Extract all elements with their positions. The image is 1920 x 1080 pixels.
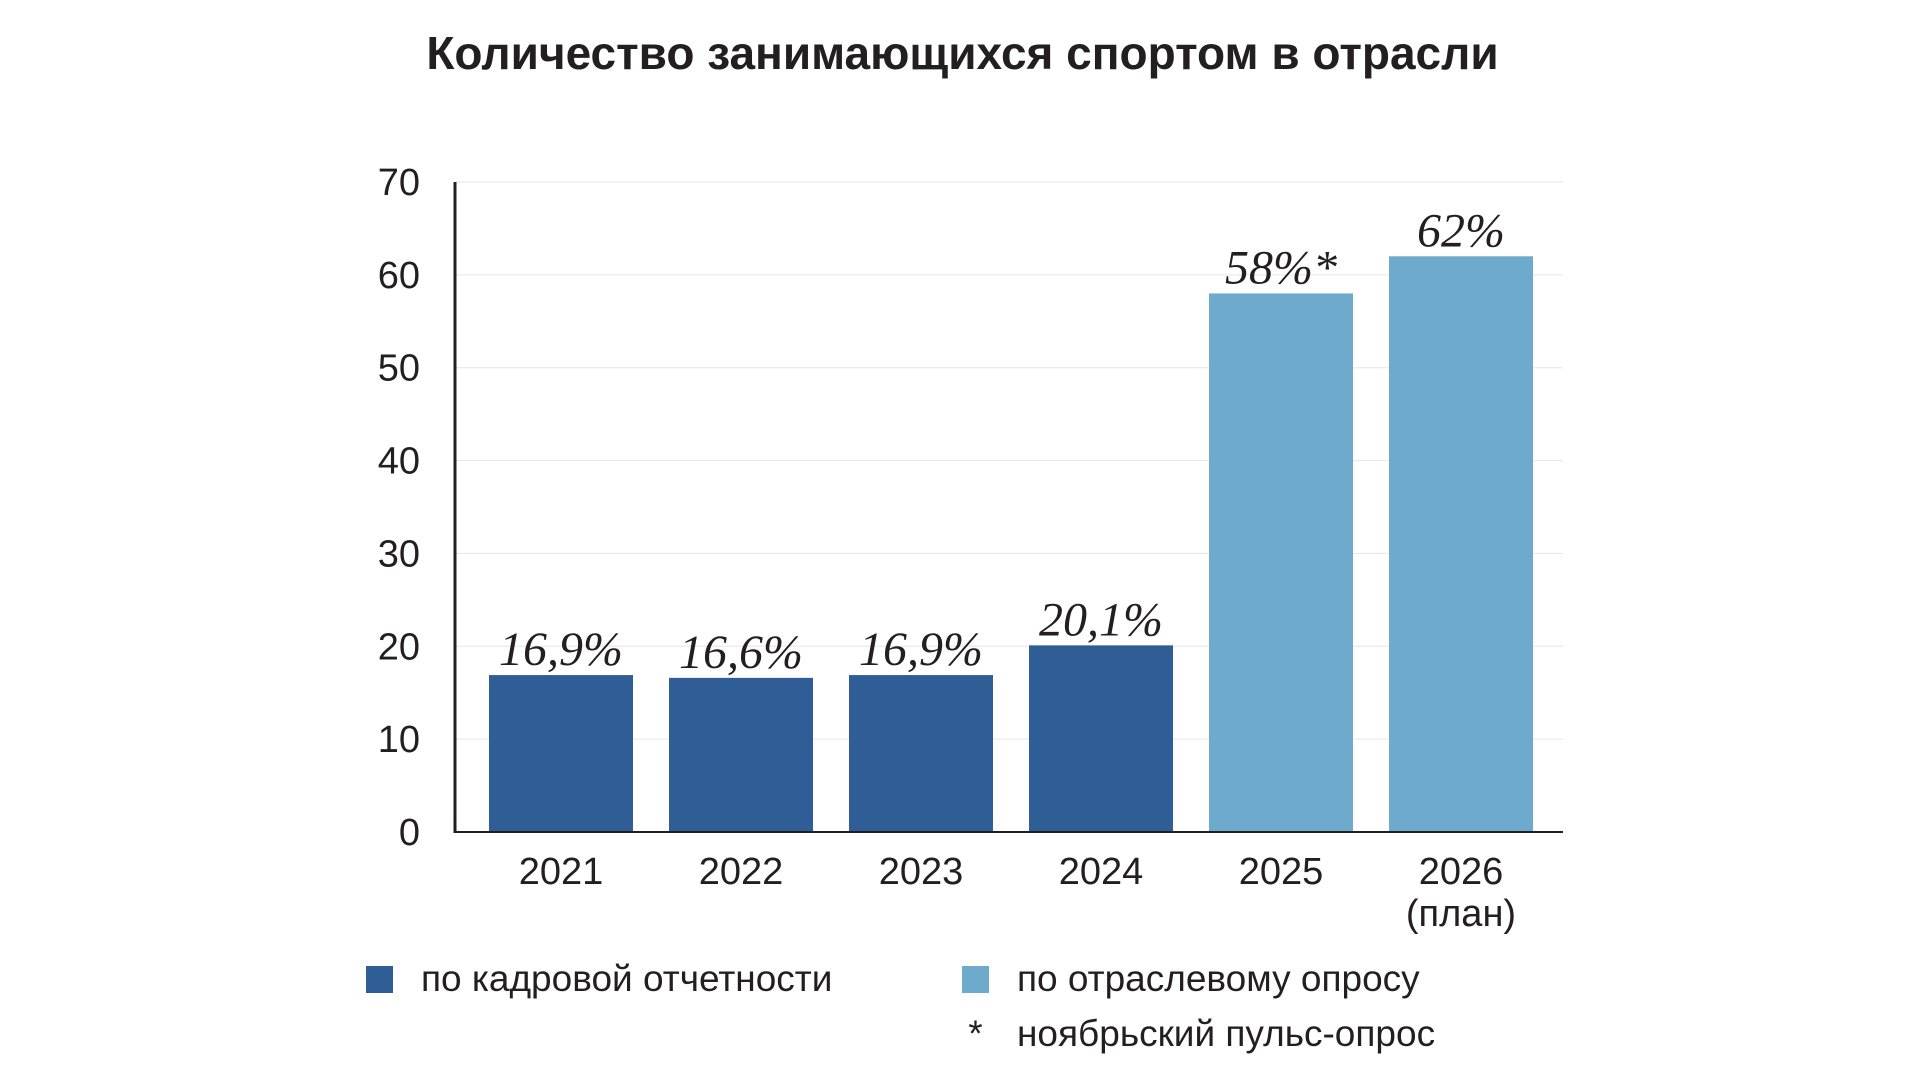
data-label: 16,9% (499, 623, 623, 676)
y-tick-label: 70 (378, 162, 420, 204)
bar-2023 (849, 675, 993, 832)
data-label: 58%* (1225, 241, 1337, 294)
legend-label: по кадровой отчетности (421, 958, 833, 999)
x-tick-label: 2023 (879, 851, 964, 893)
legend-item-hr-reporting: по кадровой отчетности (366, 958, 832, 1000)
x-tick-sublabel: (план) (1406, 893, 1516, 935)
data-label: 16,6% (679, 626, 803, 679)
legend-swatch-light (962, 965, 989, 993)
y-tick-label: 40 (378, 441, 420, 483)
footnote-text: ноябрьский пульс-опрос (1017, 1013, 1436, 1054)
data-label: 20,1% (1039, 593, 1163, 646)
legend-footnote: * ноябрьский пульс-опрос (962, 1013, 1435, 1055)
y-tick-label: 10 (378, 719, 420, 761)
bar-2025 (1209, 293, 1353, 832)
y-tick-label: 20 (378, 626, 420, 668)
data-label: 16,9% (859, 623, 983, 676)
y-tick-label: 30 (378, 533, 420, 575)
bar-2026 (1389, 256, 1533, 832)
x-tick-label: 2022 (699, 851, 784, 893)
x-tick-label: 2025 (1239, 851, 1324, 893)
bar-2022 (669, 677, 813, 832)
bar-2024 (1029, 645, 1173, 832)
chart-title: Количество занимающихся спортом в отрасл… (426, 27, 1499, 79)
y-tick-label: 50 (378, 348, 420, 390)
x-tick-label: 2021 (519, 851, 604, 893)
footnote-asterisk: * (968, 1013, 983, 1054)
x-tick-label: 2026 (1419, 851, 1504, 893)
legend-swatch-dark (366, 965, 393, 993)
y-tick-label: 0 (399, 812, 420, 854)
data-label: 62% (1417, 204, 1505, 257)
x-tick-label: 2024 (1059, 851, 1144, 893)
bar-2021 (489, 675, 633, 832)
y-tick-label: 60 (378, 255, 420, 297)
legend-item-survey: по отраслевому опросу (962, 958, 1420, 1000)
legend-label: по отраслевому опросу (1017, 958, 1420, 999)
